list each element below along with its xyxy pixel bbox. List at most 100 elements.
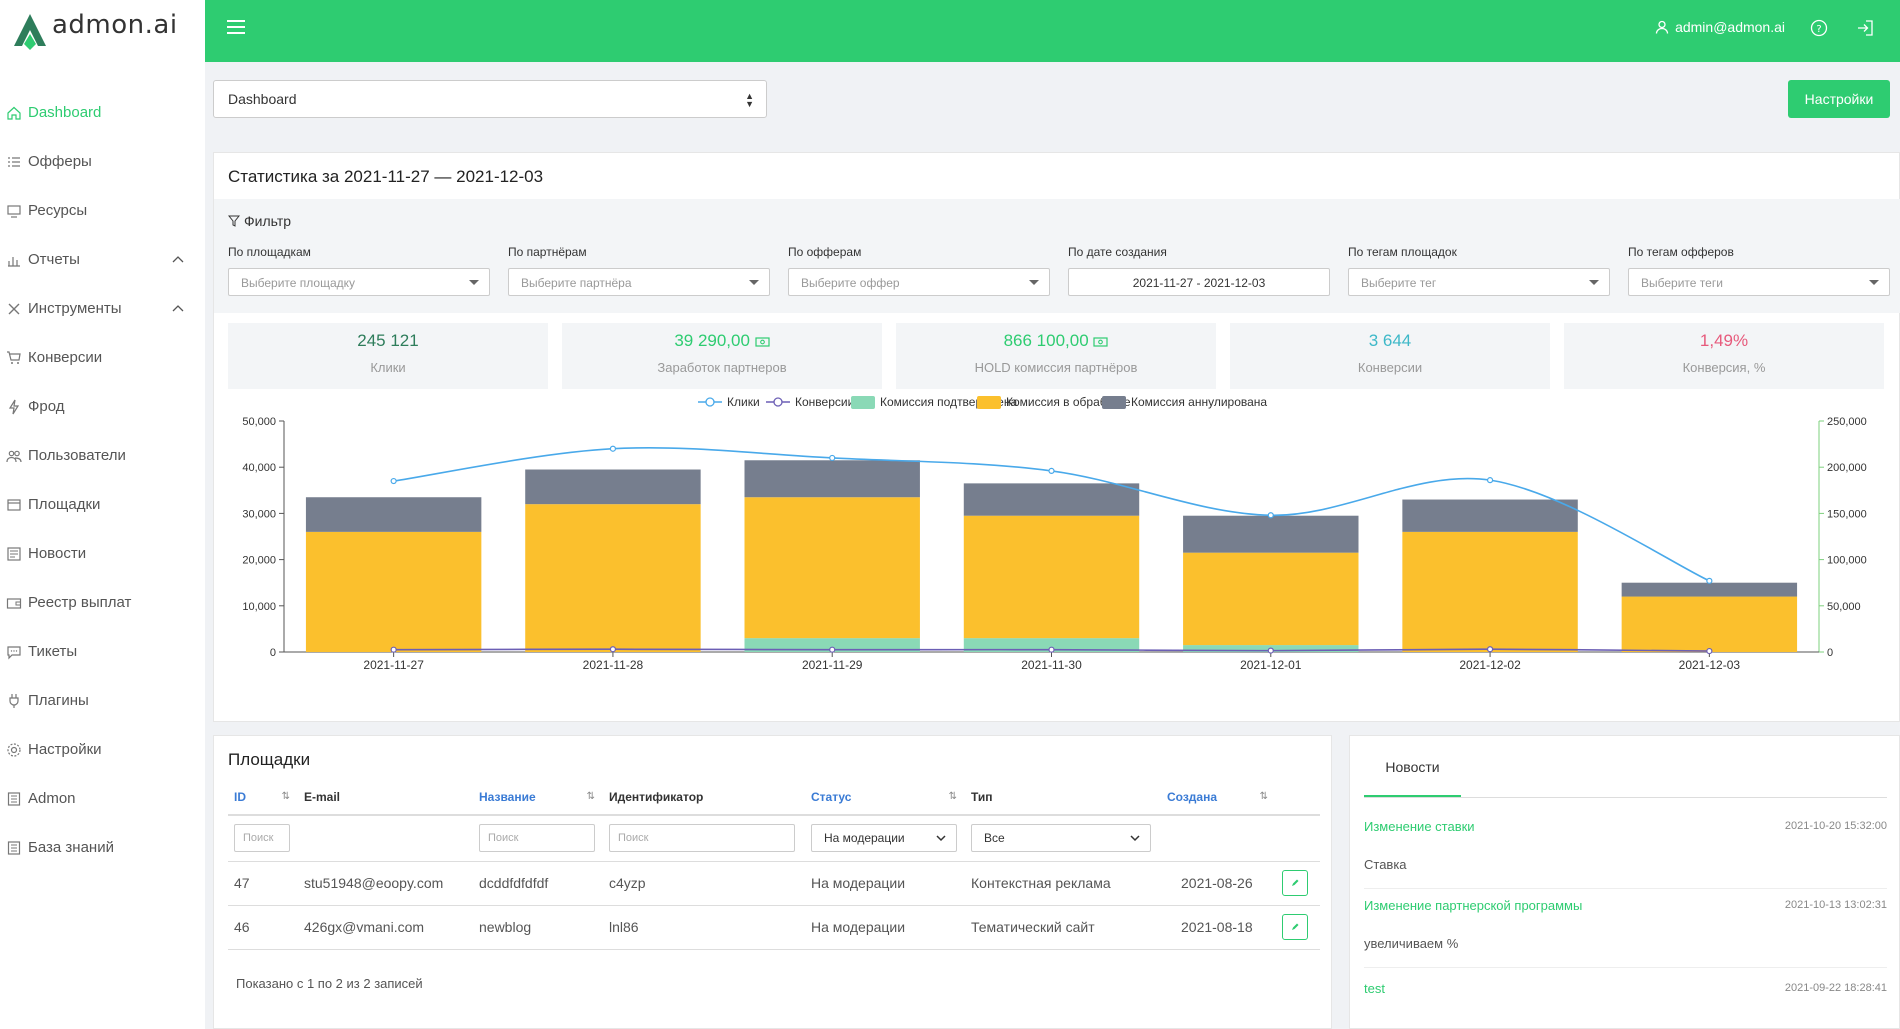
filter-header[interactable]: Фильтр: [228, 213, 291, 229]
news-title[interactable]: Изменение партнерской программы: [1364, 898, 1583, 913]
filter-select-0[interactable]: Выберите площадку: [228, 268, 490, 296]
list-icon: [6, 154, 22, 170]
bar-segment: [1402, 531, 1578, 652]
news-date: 2021-10-13 13:02:31: [1784, 899, 1887, 911]
sidebar-item-2[interactable]: Ресурсы: [0, 186, 205, 235]
kpi-label: Конверсии: [1357, 360, 1423, 375]
chevron-up-icon[interactable]: [171, 301, 185, 315]
bar-segment: [744, 638, 920, 652]
x-tick-label: 2021-11-29: [802, 658, 863, 672]
dashboard-select-value: Dashboard: [228, 91, 297, 107]
bar-segment: [525, 469, 701, 505]
column-header[interactable]: Название ⇅: [473, 779, 603, 816]
news-title[interactable]: test: [1364, 981, 1385, 996]
column-header: Идентификатор: [603, 779, 805, 816]
stats-chart-svg: Клики Конверсии Комиссия подтвержденаКомис…: [242, 395, 1867, 672]
sidebar-item-8[interactable]: Площадки: [0, 480, 205, 529]
edit-button[interactable]: [1282, 870, 1308, 896]
cell-id: 46: [228, 905, 298, 950]
filter-name-input[interactable]: Поиск: [479, 824, 595, 853]
sidebar-item-5[interactable]: Конверсии: [0, 333, 205, 382]
bar-segment: [525, 504, 701, 652]
sidebar-item-label: Тикеты: [28, 643, 78, 660]
sidebar-item-10[interactable]: Реестр выплат: [0, 578, 205, 627]
edit-button[interactable]: [1282, 914, 1308, 940]
logo[interactable]: admon.ai: [12, 8, 178, 56]
column-header[interactable]: ID ⇅: [228, 779, 298, 816]
sidebar-item-label: Площадки: [28, 496, 101, 513]
sidebar-item-7[interactable]: Пользователи: [0, 431, 205, 480]
cell-status: На модерации: [805, 905, 965, 950]
news-title[interactable]: Изменение ставки: [1364, 819, 1475, 834]
sidebar-item-0[interactable]: Dashboard: [0, 88, 205, 137]
book-icon: [6, 791, 22, 807]
sidebar-item-15[interactable]: База знаний: [0, 823, 205, 872]
sidebar-item-label: Конверсии: [28, 349, 103, 366]
filter-type-select[interactable]: Все: [971, 824, 1151, 853]
legend-marker: [773, 397, 783, 407]
column-header[interactable]: Статус ⇅: [805, 779, 965, 816]
filter-select-2[interactable]: Выберите оффер: [788, 268, 1050, 296]
sidebar-item-label: Admon: [28, 790, 76, 807]
filter-select-3[interactable]: 2021-11-27 - 2021-12-03: [1068, 268, 1330, 296]
bar-segment: [1183, 552, 1359, 646]
filter-group-4: По тегам площадок Выберите тег: [1348, 245, 1610, 296]
kpi-card: 3 644 Конверсии: [1230, 323, 1550, 389]
filter-value: Выберите площадку: [241, 276, 356, 290]
filter-select-5[interactable]: Выберите теги: [1628, 268, 1890, 296]
sidebar-item-9[interactable]: Новости: [0, 529, 205, 578]
sidebar-item-4[interactable]: Инструменты: [0, 284, 205, 333]
gear-icon: [6, 742, 22, 758]
sidebar-item-1[interactable]: Офферы: [0, 137, 205, 186]
chevron-up-icon[interactable]: [171, 252, 185, 266]
sidebar-item-12[interactable]: Плагины: [0, 676, 205, 725]
line-point: [609, 646, 617, 653]
menu-toggle-icon[interactable]: [227, 20, 245, 36]
chevron-down-icon: [936, 835, 946, 842]
book-icon: [6, 840, 22, 856]
column-header[interactable]: Создана ⇅: [1161, 779, 1276, 816]
bar-chart-icon: [6, 252, 22, 268]
sites-title: Площадки: [228, 750, 311, 769]
chevron-down-icon: [1130, 835, 1140, 842]
money-icon: [1093, 337, 1109, 347]
filter-status-value: На модерации: [824, 831, 905, 846]
filter-id-input[interactable]: Поиск: [234, 824, 290, 853]
line-point: [390, 646, 397, 653]
user-menu[interactable]: admin@admon.ai: [1655, 19, 1785, 35]
cell-created: 2021-08-26: [1161, 861, 1276, 906]
line-point: [1048, 467, 1055, 474]
filter-value: 2021-11-27 - 2021-12-03: [1132, 276, 1266, 290]
filter-label: По дате создания: [1068, 245, 1167, 259]
cell-status: На модерации: [805, 861, 965, 906]
sidebar-item-13[interactable]: Настройки: [0, 725, 205, 774]
sidebar-item-11[interactable]: Тикеты: [0, 627, 205, 676]
filter-select-1[interactable]: Выберите партнёра: [508, 268, 770, 296]
users-icon: [6, 448, 22, 464]
sidebar-item-3[interactable]: Отчеты: [0, 235, 205, 284]
settings-button[interactable]: Настройки: [1788, 80, 1890, 118]
newspaper-icon: [6, 546, 22, 562]
help-icon[interactable]: ?: [1810, 19, 1828, 37]
x-tick-label: 2021-11-27: [363, 658, 424, 672]
sidebar-item-6[interactable]: Фрод: [0, 382, 205, 431]
sidebar-item-14[interactable]: Admon: [0, 774, 205, 823]
logout-icon[interactable]: [1856, 19, 1874, 37]
sort-icon[interactable]: ⇅: [281, 791, 290, 802]
sort-icon[interactable]: ⇅: [1259, 791, 1268, 802]
column-header-label: ID: [234, 789, 246, 804]
dashboard-select[interactable]: Dashboard ▲ ▼: [213, 80, 767, 118]
filter-status-select[interactable]: На модерации: [811, 824, 957, 853]
y-tick-label-left: 40,000: [242, 462, 276, 474]
y-tick-label-left: 20,000: [242, 555, 276, 567]
sort-icon[interactable]: ⇅: [586, 791, 595, 802]
y-tick-label-right: 200,000: [1827, 462, 1867, 474]
caret-down-icon: [749, 280, 759, 285]
sidebar-item-label: Плагины: [28, 692, 89, 709]
sort-icon[interactable]: ⇅: [948, 791, 957, 802]
filter-ident-input[interactable]: Поиск: [609, 824, 795, 853]
tab-news[interactable]: Новости: [1364, 756, 1461, 797]
cell-email: stu51948@eoopy.com: [298, 861, 473, 906]
y-tick-label-left: 30,000: [242, 508, 276, 520]
filter-select-4[interactable]: Выберите тег: [1348, 268, 1610, 296]
